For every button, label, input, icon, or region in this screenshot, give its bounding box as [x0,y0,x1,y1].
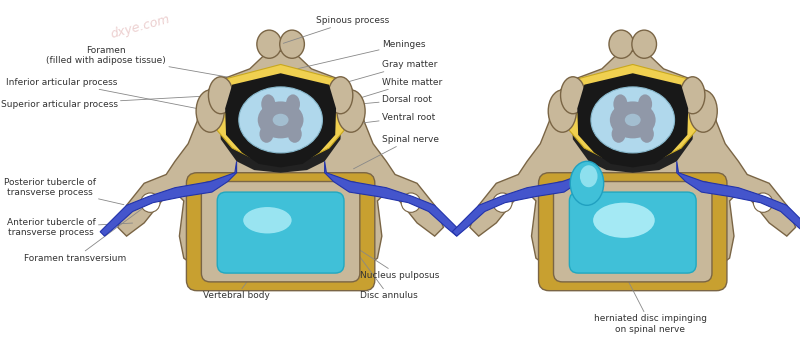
Ellipse shape [593,203,654,238]
FancyBboxPatch shape [186,173,375,291]
Ellipse shape [257,30,282,58]
Ellipse shape [196,90,224,132]
Ellipse shape [609,30,634,58]
FancyBboxPatch shape [202,181,360,282]
Ellipse shape [612,125,626,143]
Ellipse shape [570,161,604,205]
Ellipse shape [262,94,275,114]
Ellipse shape [632,30,657,58]
FancyBboxPatch shape [554,181,712,282]
Ellipse shape [239,87,322,153]
Polygon shape [452,161,589,236]
Text: Superior articular process: Superior articular process [1,95,218,109]
Text: Foramen transversium: Foramen transversium [24,204,148,263]
Text: Ventral root: Ventral root [318,113,435,128]
Text: Posterior tubercle of
transverse process: Posterior tubercle of transverse process [4,178,124,205]
Text: Anterior tubercle of
transverse process: Anterior tubercle of transverse process [7,217,133,237]
Ellipse shape [493,193,512,212]
Ellipse shape [337,90,365,132]
Ellipse shape [614,94,627,114]
Ellipse shape [591,87,674,153]
Ellipse shape [580,165,598,187]
Polygon shape [100,161,237,236]
Ellipse shape [689,90,718,132]
Text: Gray matter: Gray matter [288,60,438,99]
Polygon shape [214,64,346,161]
Ellipse shape [243,207,292,234]
Ellipse shape [209,77,233,114]
Polygon shape [470,51,795,285]
Text: dxye.com: dxye.com [109,13,171,41]
Ellipse shape [258,102,303,138]
Polygon shape [219,69,342,173]
Ellipse shape [610,102,656,138]
Text: Inferior articular process: Inferior articular process [6,78,207,110]
Text: Meninges: Meninges [292,40,426,70]
Polygon shape [566,64,698,161]
Ellipse shape [402,193,421,212]
Ellipse shape [141,193,160,212]
Polygon shape [325,161,461,236]
FancyBboxPatch shape [570,192,696,273]
Ellipse shape [754,193,773,212]
Ellipse shape [288,125,302,143]
Ellipse shape [259,125,274,143]
Ellipse shape [640,125,654,143]
Ellipse shape [680,77,705,114]
Text: herniated disc impinging
on spinal nerve: herniated disc impinging on spinal nerve [588,203,707,334]
Polygon shape [118,51,443,285]
Text: Nucleus pulposus: Nucleus pulposus [327,229,439,280]
Polygon shape [578,73,688,167]
FancyBboxPatch shape [538,173,727,291]
Ellipse shape [561,77,586,114]
Text: Spinous process: Spinous process [283,16,389,43]
Text: Dorsal root: Dorsal root [314,95,432,108]
Polygon shape [571,69,694,173]
Text: Disc annulus: Disc annulus [353,247,418,300]
Text: Foramen
(filled with adipose tissue): Foramen (filled with adipose tissue) [46,46,238,79]
Polygon shape [677,161,800,236]
Ellipse shape [328,77,353,114]
Ellipse shape [548,90,577,132]
Text: White matter: White matter [314,78,442,112]
Polygon shape [225,73,336,167]
Ellipse shape [273,114,289,126]
Ellipse shape [625,114,641,126]
Text: Spinal nerve: Spinal nerve [354,135,439,169]
FancyBboxPatch shape [218,192,344,273]
Ellipse shape [638,94,652,114]
Text: Vertebral body: Vertebral body [203,238,279,300]
Ellipse shape [280,30,304,58]
Ellipse shape [286,94,300,114]
